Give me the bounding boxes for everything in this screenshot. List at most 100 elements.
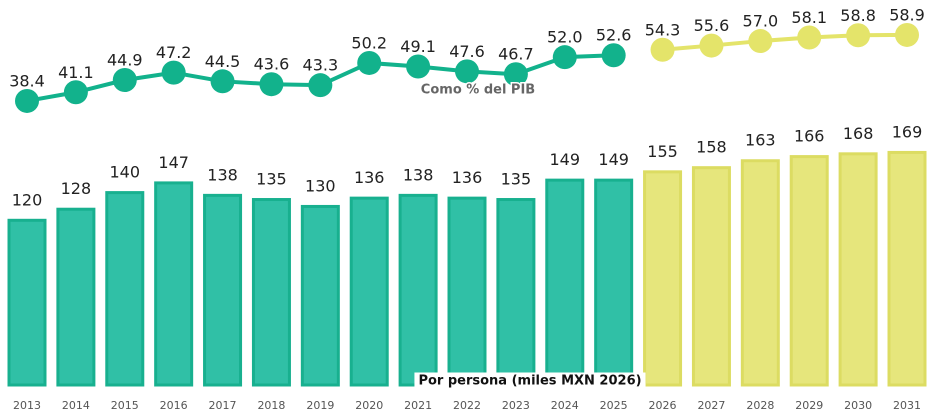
series-label-bg xyxy=(414,372,646,390)
value-label: 163 xyxy=(745,131,776,150)
line-marker xyxy=(63,80,88,105)
value-label: 147 xyxy=(158,153,189,172)
x-tick-label: 2017 xyxy=(209,399,237,412)
line-marker xyxy=(797,25,822,50)
value-label: 149 xyxy=(598,150,629,169)
x-tick-label: 2015 xyxy=(111,399,139,412)
bar xyxy=(398,193,438,387)
bar xyxy=(740,159,780,387)
x-tick-label: 2013 xyxy=(13,399,41,412)
value-label: 58.8 xyxy=(840,6,876,25)
line-marker xyxy=(455,59,479,84)
x-tick-label: 2019 xyxy=(306,399,334,412)
value-label: 58.1 xyxy=(791,8,827,27)
line-marker xyxy=(259,72,284,97)
x-tick-label: 2024 xyxy=(551,399,579,412)
value-label: 43.6 xyxy=(254,55,290,74)
bar xyxy=(300,204,340,387)
value-label: 49.1 xyxy=(400,37,436,56)
line-marker xyxy=(699,33,724,58)
bar xyxy=(7,218,47,387)
value-label: 44.5 xyxy=(205,52,241,71)
value-label: 149 xyxy=(550,150,581,169)
value-label: 168 xyxy=(843,124,874,143)
x-tick-label: 2030 xyxy=(844,399,872,412)
value-label: 57.0 xyxy=(743,12,779,31)
value-label: 166 xyxy=(794,127,825,146)
value-label: 130 xyxy=(305,176,336,195)
value-label: 128 xyxy=(61,179,92,198)
value-label: 54.3 xyxy=(645,20,681,39)
bar xyxy=(203,193,243,387)
line-marker xyxy=(846,23,871,48)
value-label: 136 xyxy=(354,168,385,187)
x-tick-label: 2025 xyxy=(600,399,628,412)
value-label: 120 xyxy=(12,190,43,209)
line-marker xyxy=(406,54,431,79)
line-marker xyxy=(650,37,675,62)
x-tick-label: 2031 xyxy=(893,399,921,412)
value-label: 47.6 xyxy=(449,42,485,61)
bar xyxy=(887,150,927,387)
bar xyxy=(691,166,731,387)
value-label: 47.2 xyxy=(156,43,192,62)
line-marker xyxy=(503,62,528,87)
value-label: 55.6 xyxy=(694,16,730,35)
line-marker xyxy=(161,60,186,85)
value-label: 50.2 xyxy=(351,33,387,52)
value-label: 140 xyxy=(110,163,141,182)
line xyxy=(662,32,908,52)
value-label: 138 xyxy=(207,165,238,184)
line-marker xyxy=(357,50,382,75)
line-marker xyxy=(308,73,333,98)
value-label: 38.4 xyxy=(9,71,45,90)
bar xyxy=(251,198,291,387)
value-label: 58.9 xyxy=(889,5,925,24)
value-label: 135 xyxy=(256,170,287,189)
x-tick-label: 2029 xyxy=(795,399,823,412)
line-marker xyxy=(601,43,626,68)
bar xyxy=(154,181,194,387)
value-label: 41.1 xyxy=(58,63,94,82)
value-label: 43.3 xyxy=(303,56,339,75)
value-label: 46.7 xyxy=(498,45,534,64)
series-label: Como % del PIB xyxy=(421,83,535,98)
bar xyxy=(56,207,96,387)
x-tick-label: 2016 xyxy=(160,399,188,412)
x-tick-label: 2018 xyxy=(257,399,285,412)
x-tick-label: 2022 xyxy=(453,399,481,412)
x-tick-label: 2023 xyxy=(502,399,530,412)
value-label: 138 xyxy=(403,165,434,184)
value-label: 52.6 xyxy=(596,26,632,45)
value-label: 52.0 xyxy=(547,28,583,47)
line-marker xyxy=(210,69,235,94)
line-marker xyxy=(552,45,577,70)
bar xyxy=(447,196,487,387)
x-tick-label: 2028 xyxy=(746,399,774,412)
value-label: 135 xyxy=(501,170,532,189)
x-tick-label: 2020 xyxy=(355,399,383,412)
bar xyxy=(789,155,829,387)
bar xyxy=(643,170,683,387)
value-label: 155 xyxy=(647,142,678,161)
x-tick-label: 2021 xyxy=(404,399,432,412)
bar xyxy=(545,178,585,387)
bar xyxy=(594,178,634,387)
value-label: 158 xyxy=(696,138,727,157)
x-tick-label: 2014 xyxy=(62,399,90,412)
value-label: 136 xyxy=(452,168,483,187)
bar xyxy=(496,198,536,387)
bar xyxy=(838,152,878,387)
value-label: 169 xyxy=(892,122,923,141)
line-marker xyxy=(15,88,39,113)
value-label: 44.9 xyxy=(107,51,143,70)
line-marker xyxy=(895,22,919,47)
series-label: Por persona (miles MXN 2026) xyxy=(418,374,641,389)
line-marker xyxy=(112,68,137,93)
x-tick-label: 2026 xyxy=(649,399,677,412)
line-marker xyxy=(748,29,773,54)
bar xyxy=(105,191,145,387)
x-tick-label: 2027 xyxy=(697,399,725,412)
bar xyxy=(349,196,389,387)
